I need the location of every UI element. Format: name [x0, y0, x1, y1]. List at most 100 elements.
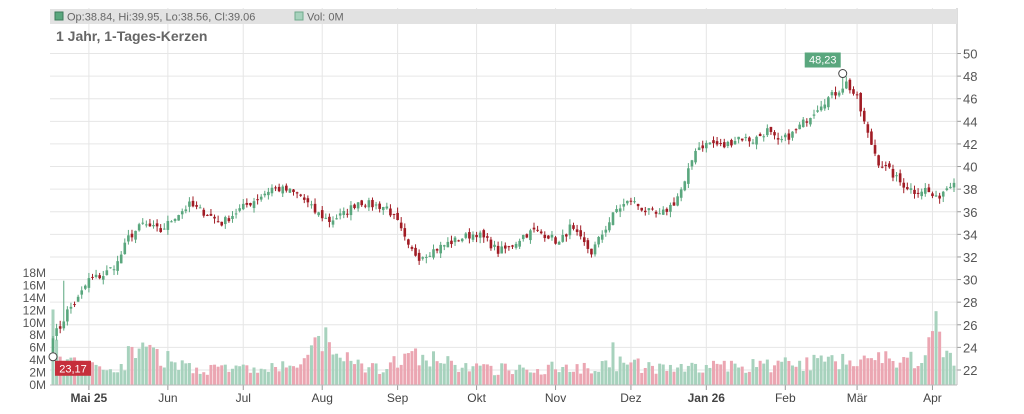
candle-body — [475, 234, 478, 238]
volume-bar — [500, 363, 504, 385]
volume-bar — [442, 363, 446, 385]
candle-body — [285, 185, 288, 191]
volume-bar — [428, 366, 432, 385]
candle-body — [227, 218, 231, 222]
candle-body — [841, 88, 845, 93]
candle-body — [949, 186, 952, 189]
month-label: Feb — [775, 391, 796, 405]
candle-body — [105, 270, 109, 276]
price-tick-label: 48 — [963, 69, 977, 84]
candle-body — [945, 188, 949, 191]
candle-body — [503, 245, 507, 249]
candle-body — [166, 220, 170, 230]
candle-body — [640, 207, 644, 211]
volume-bar — [622, 362, 626, 385]
candle-body — [486, 236, 489, 238]
volume-bar — [223, 364, 227, 385]
price-tick-label: 42 — [963, 137, 977, 152]
volume-bar — [399, 364, 403, 385]
candle-body — [381, 207, 385, 211]
volume-bar — [284, 367, 288, 385]
volume-bar — [733, 363, 737, 385]
volume-bar — [550, 361, 554, 385]
candle-body — [421, 257, 425, 259]
candle-body — [363, 205, 367, 207]
candle-body — [256, 199, 259, 201]
volume-bar — [489, 365, 493, 385]
volume-bar — [586, 368, 590, 385]
candle-body — [547, 235, 550, 239]
candle-body — [270, 187, 274, 194]
candle-body — [213, 216, 216, 219]
candle-body — [367, 200, 371, 208]
candle-body — [331, 220, 335, 225]
volume-bar — [546, 364, 550, 385]
candle-body — [414, 247, 417, 256]
volume-bar — [162, 367, 166, 385]
volume-bar — [740, 366, 744, 385]
candle-body — [665, 208, 669, 212]
volume-bar — [618, 356, 622, 385]
volume-bar — [543, 374, 547, 385]
candle-body — [353, 204, 356, 209]
volume-bar — [475, 363, 479, 385]
volume-bar — [320, 351, 324, 385]
candle-body — [687, 168, 690, 184]
volume-bar — [292, 366, 296, 385]
volume-bar — [467, 371, 471, 385]
candle-body — [561, 235, 565, 242]
candle-body — [446, 241, 450, 248]
max-marker-circle — [838, 69, 848, 79]
candle-body — [557, 241, 561, 245]
candle-body — [748, 137, 751, 142]
candle-body — [216, 221, 220, 223]
candles — [51, 73, 956, 357]
candle-body — [916, 192, 920, 194]
volume-bar — [432, 351, 436, 385]
volume-bar — [930, 331, 934, 385]
volume-bar — [941, 357, 945, 385]
month-label: Dez — [620, 391, 641, 405]
volume-bar — [647, 362, 651, 385]
candle-body — [715, 141, 719, 145]
candle-body — [913, 189, 916, 195]
candle-body — [310, 204, 313, 206]
volume-bar — [173, 362, 177, 385]
volume-bar — [514, 370, 518, 385]
volume-bar — [704, 365, 708, 385]
candle-body — [507, 246, 511, 248]
volume-bar — [859, 359, 863, 385]
candle-body — [159, 228, 162, 232]
volume-bar — [417, 365, 421, 385]
candle-body — [313, 203, 317, 213]
volume-bar — [690, 362, 694, 385]
candle-body — [938, 195, 941, 199]
candle-body — [726, 141, 730, 146]
candle-body — [554, 237, 557, 244]
volume-bar — [708, 367, 712, 385]
volume-bar — [108, 369, 112, 385]
volume-bar — [309, 345, 313, 385]
volume-bar — [356, 359, 360, 385]
volume-bar — [787, 360, 791, 385]
volume-bar — [295, 367, 299, 385]
month-label: Okt — [467, 391, 486, 405]
candle-body — [927, 187, 931, 193]
candle-body — [733, 140, 737, 145]
volume-bar — [873, 360, 877, 385]
volume-bar — [830, 355, 834, 385]
candle-body — [805, 121, 809, 123]
candle-body — [224, 217, 227, 225]
volume-bar — [126, 346, 130, 385]
candle-body — [145, 224, 148, 226]
volume-bar — [338, 357, 342, 385]
candle-body — [906, 187, 909, 190]
volume-bar — [313, 337, 317, 385]
volume-bar — [834, 361, 838, 385]
candle-body — [320, 210, 324, 219]
candle-body — [629, 200, 633, 202]
volume-swatch — [294, 11, 304, 21]
volume-bar — [137, 348, 141, 385]
candle-body — [859, 92, 862, 112]
